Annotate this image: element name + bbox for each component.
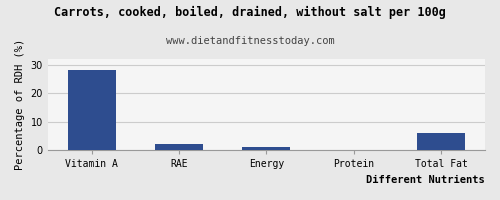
Text: Carrots, cooked, boiled, drained, without salt per 100g: Carrots, cooked, boiled, drained, withou…: [54, 6, 446, 19]
Bar: [242, 147, 290, 150]
X-axis label: Different Nutrients: Different Nutrients: [366, 175, 485, 185]
Text: www.dietandfitnesstoday.com: www.dietandfitnesstoday.com: [166, 36, 334, 46]
Bar: [417, 133, 465, 150]
Y-axis label: Percentage of RDH (%): Percentage of RDH (%): [15, 39, 25, 170]
Bar: [68, 70, 116, 150]
Bar: [155, 144, 203, 150]
